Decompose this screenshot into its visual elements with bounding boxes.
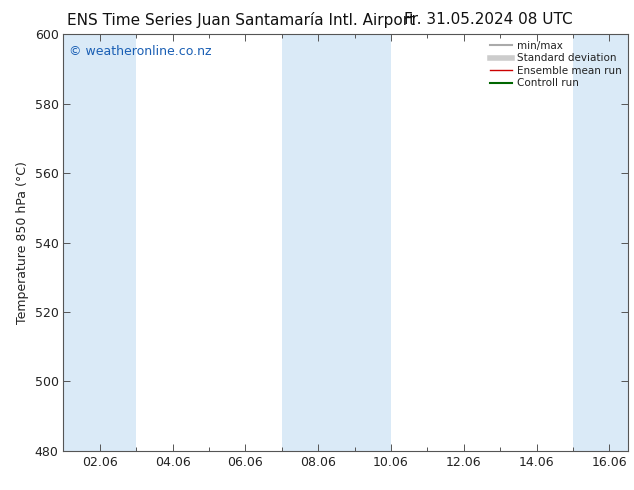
Text: © weatheronline.co.nz: © weatheronline.co.nz <box>69 45 212 58</box>
Legend: min/max, Standard deviation, Ensemble mean run, Controll run: min/max, Standard deviation, Ensemble me… <box>486 37 624 92</box>
Bar <box>63 34 136 451</box>
Bar <box>573 34 628 451</box>
Bar <box>282 34 391 451</box>
Text: ENS Time Series Juan Santamaría Intl. Airport: ENS Time Series Juan Santamaría Intl. Ai… <box>67 12 415 28</box>
Text: Fr. 31.05.2024 08 UTC: Fr. 31.05.2024 08 UTC <box>404 12 573 27</box>
Y-axis label: Temperature 850 hPa (°C): Temperature 850 hPa (°C) <box>16 161 29 324</box>
